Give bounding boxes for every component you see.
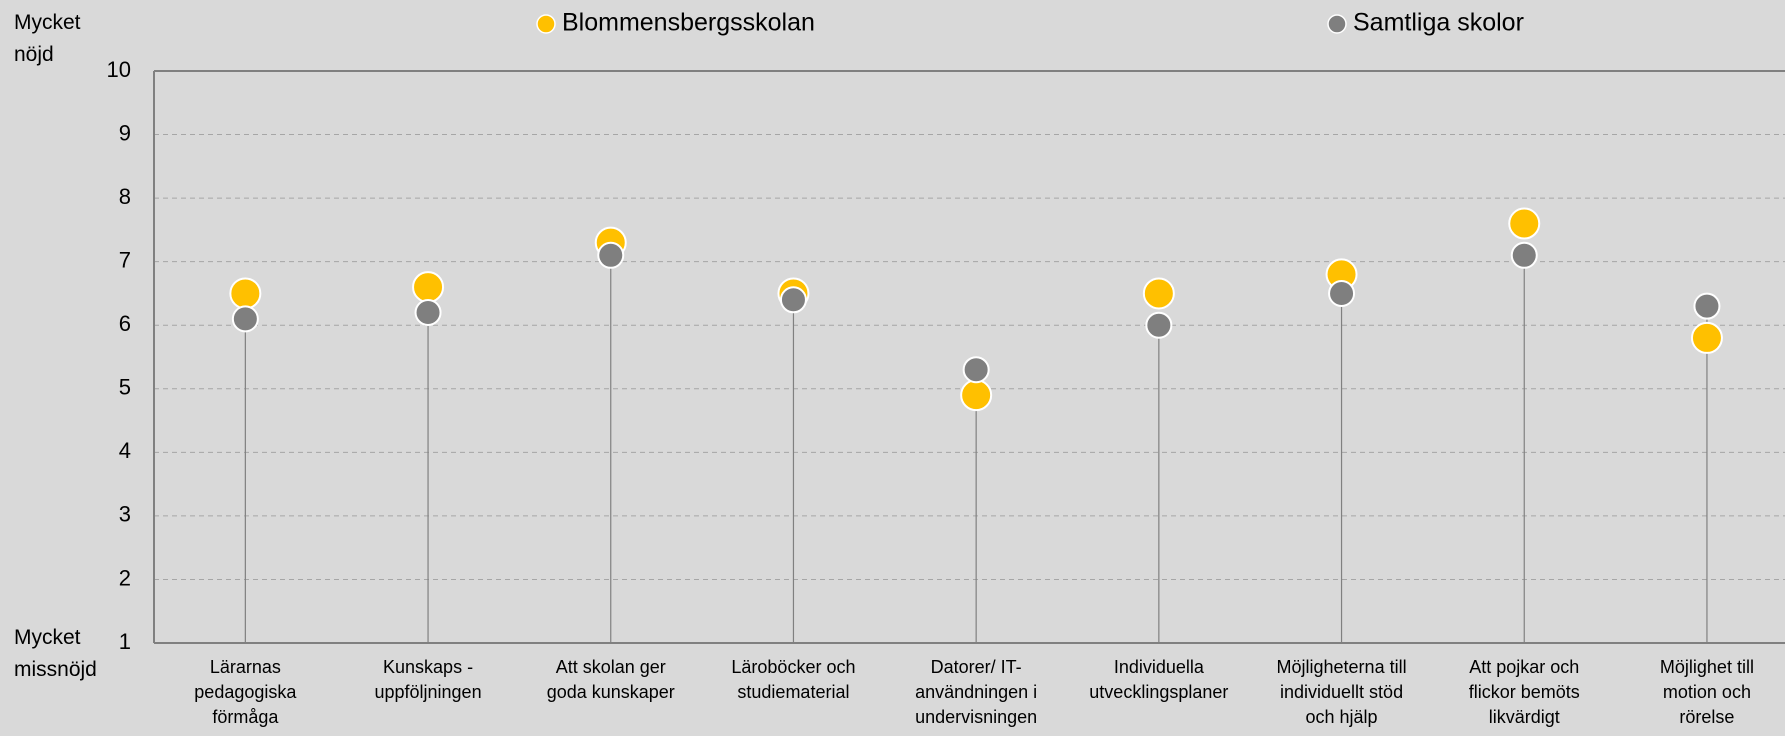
dot	[229, 277, 262, 310]
y-tick-label: 1	[119, 629, 131, 654]
dot	[412, 271, 445, 304]
y-tick-label: 4	[119, 438, 131, 463]
y-tick-label: 5	[119, 375, 131, 400]
x-tick-label: Individuella utvecklingsplaner	[1089, 657, 1229, 702]
legend-marker	[1327, 14, 1347, 34]
dot	[597, 241, 625, 269]
dot	[779, 286, 807, 314]
x-tick-label: Läroböcker och studiematerial	[731, 657, 856, 702]
x-tick-label: Möjlighet till motion och rörelse	[1659, 657, 1754, 727]
dot	[1690, 321, 1723, 354]
x-tick-label: Möjligheterna till individuellt stöd och…	[1276, 657, 1407, 727]
x-tick-label: Lärarnas pedagogiska förmåga	[194, 657, 297, 727]
y-tick-label: 8	[119, 184, 131, 209]
x-tick-label: Att pojkar och flickor bemöts likvärdigt	[1468, 657, 1580, 727]
y-tick-label: 3	[119, 502, 131, 527]
dot	[1142, 277, 1175, 310]
y-tick-label: 7	[119, 247, 131, 272]
dot	[1508, 207, 1541, 240]
x-tick-label: Kunskaps - uppföljningen	[374, 657, 482, 702]
y-bottom-label: Mycket missnöjd	[14, 626, 97, 681]
legend-marker	[536, 14, 556, 34]
legend-label: Blommensbergsskolan	[562, 9, 815, 37]
dot	[1328, 279, 1356, 307]
y-tick-label: 2	[119, 565, 131, 590]
dot	[1145, 311, 1173, 339]
dot	[1693, 292, 1721, 320]
dot	[1510, 241, 1538, 269]
dot	[231, 305, 259, 333]
legend-label: Samtliga skolor	[1353, 9, 1524, 37]
x-tick-label: Datorer/ IT- användningen i undervisning…	[915, 657, 1038, 727]
dot	[960, 379, 993, 412]
x-tick-label: Att skolan ger goda kunskaper	[546, 657, 675, 702]
y-tick-label: 6	[119, 311, 131, 336]
dot	[414, 299, 442, 327]
dot	[962, 356, 990, 384]
y-top-label: Mycket nöjd	[14, 11, 81, 66]
y-tick-label: 10	[107, 57, 131, 82]
y-tick-label: 9	[119, 120, 131, 145]
